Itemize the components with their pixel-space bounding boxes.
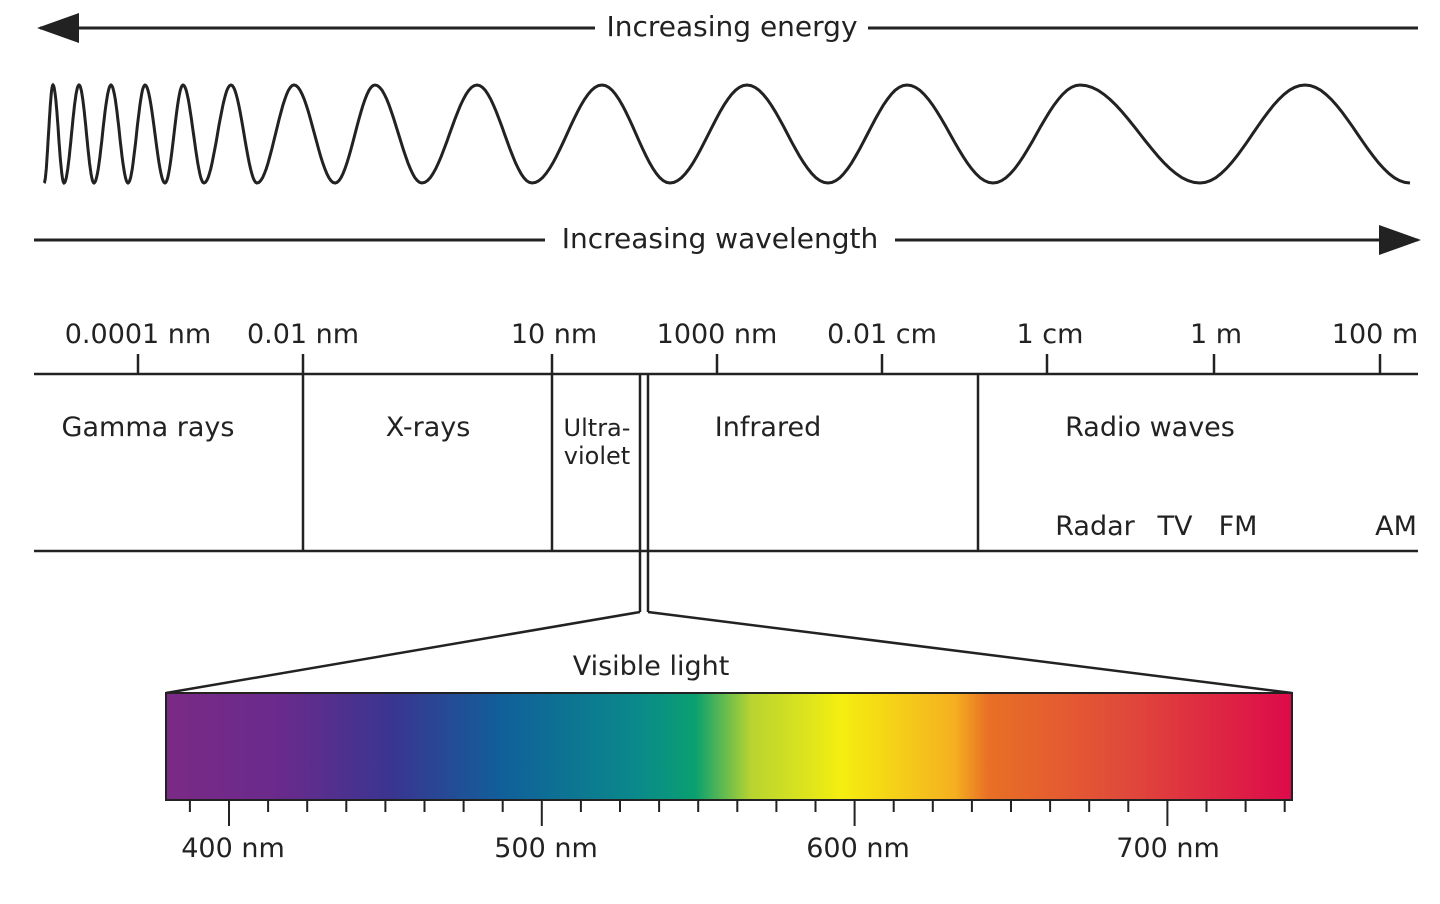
visible-tick-label: 600 nm [806, 833, 910, 864]
visible-ticks [188, 800, 1286, 826]
scale-labels: 0.0001 nm 0.01 nm 10 nm 1000 nm 0.01 cm … [65, 319, 1418, 350]
visible-light-label: Visible light [573, 651, 730, 682]
wavelength-label: Increasing wavelength [562, 222, 879, 255]
visible-tick-label: 700 nm [1116, 833, 1220, 864]
region-infrared: Infrared [715, 412, 821, 443]
scale-tick-label: 0.0001 nm [65, 319, 211, 350]
region-radio-waves: Radio waves [1065, 412, 1235, 443]
scale-ticks [136, 354, 1382, 374]
scale-tick-label: 1000 nm [657, 319, 778, 350]
radio-band-tv: TV [1157, 511, 1193, 542]
energy-label: Increasing energy [606, 10, 857, 43]
wave-curve [42, 82, 1411, 186]
scale-tick-label: 1 m [1190, 319, 1242, 350]
scale-tick-label: 100 m [1332, 319, 1418, 350]
scale-tick-label: 0.01 cm [827, 319, 937, 350]
region-x-rays: X-rays [386, 412, 471, 443]
scale-tick-label: 1 cm [1017, 319, 1084, 350]
radio-band-fm: FM [1219, 511, 1258, 542]
band-table-lines [34, 372, 1418, 695]
scale-tick-label: 10 nm [511, 319, 597, 350]
visible-tick-label: 500 nm [494, 833, 598, 864]
visible-spectrum-bar [165, 692, 1293, 801]
radio-band-am: AM [1375, 511, 1417, 542]
region-gamma-rays: Gamma rays [62, 412, 235, 443]
visible-tick-label: 400 nm [181, 833, 285, 864]
region-ultraviolet-2: violet [564, 442, 630, 470]
radio-band-radar: Radar [1055, 511, 1135, 542]
scale-tick-label: 0.01 nm [247, 319, 359, 350]
region-ultraviolet-1: Ultra- [564, 414, 631, 442]
